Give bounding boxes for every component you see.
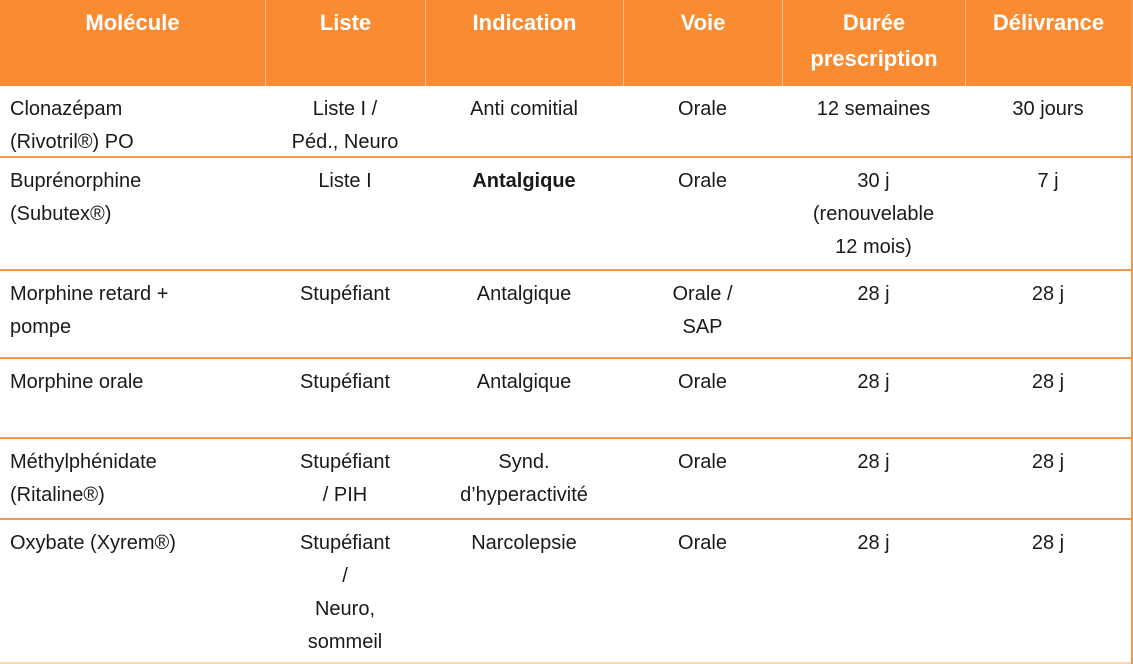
cell-liste: Stupéfiant bbox=[299, 283, 391, 305]
cell-indication: Antalgique bbox=[476, 371, 572, 393]
cell-indication: Anti comitial bbox=[470, 98, 578, 120]
cell-duree-prescription: 28 j bbox=[857, 532, 890, 554]
table-row: Morphine orale Stupéfiant Antalgique Ora… bbox=[0, 359, 1131, 439]
cell-molecule: Morphine retard + pompe bbox=[10, 283, 169, 338]
cell-delivrance: 30 jours bbox=[1012, 98, 1084, 120]
cell-indication: Antalgique bbox=[472, 170, 576, 192]
cell-delivrance: 28 j bbox=[1031, 371, 1065, 393]
cell-voie: Orale bbox=[678, 170, 727, 192]
cell-molecule: Buprénorphine (Subutex®) bbox=[10, 170, 142, 225]
cell-duree-prescription: 28 j bbox=[857, 371, 890, 393]
cell-duree-prescription: 12 semaines bbox=[816, 98, 931, 120]
cell-voie: Orale / SAP bbox=[672, 283, 733, 338]
cell-duree-prescription: 28 j bbox=[857, 451, 890, 473]
cell-duree-prescription: 28 j bbox=[857, 283, 890, 305]
cell-duree-prescription: 30 j (renouvelable 12 mois) bbox=[812, 170, 935, 258]
cell-delivrance: 28 j bbox=[1031, 283, 1065, 305]
column-header-duree-prescription: Durée prescription bbox=[782, 0, 965, 86]
cell-voie: Orale bbox=[678, 98, 727, 120]
cell-voie: Orale bbox=[678, 371, 727, 393]
table-row: Buprénorphine (Subutex®) Liste I Antalgi… bbox=[0, 158, 1131, 271]
cell-liste: Stupéfiant bbox=[299, 371, 391, 393]
cell-liste: Stupéfiant / Neuro, sommeil bbox=[299, 532, 391, 653]
table-row: Morphine retard + pompe Stupéfiant Antal… bbox=[0, 271, 1131, 359]
cell-indication: Synd. d’hyperactivité bbox=[460, 451, 588, 506]
cell-delivrance: 28 j bbox=[1031, 532, 1065, 554]
column-header-indication: Indication bbox=[425, 0, 623, 86]
table-row: Méthylphénidate (Ritaline®) Stupéfiant /… bbox=[0, 439, 1131, 520]
cell-molecule: Clonazépam (Rivotril®) PO bbox=[10, 98, 134, 153]
cell-liste: Liste I bbox=[318, 170, 372, 192]
column-header-molecule: Molécule bbox=[85, 10, 180, 35]
cell-delivrance: 7 j bbox=[1037, 170, 1059, 192]
column-header-delivrance: Délivrance bbox=[965, 0, 1131, 86]
cell-molecule: Oxybate (Xyrem®) bbox=[10, 532, 176, 554]
cell-indication: Antalgique bbox=[476, 283, 572, 305]
cell-molecule: Morphine orale bbox=[10, 371, 144, 393]
cell-indication: Narcolepsie bbox=[471, 532, 577, 554]
cell-liste: Liste I / Péd., Neuro bbox=[291, 98, 399, 153]
column-header-voie: Voie bbox=[623, 0, 782, 86]
table-row: Clonazépam (Rivotril®) PO Liste I / Péd.… bbox=[0, 86, 1131, 158]
cell-delivrance: 28 j bbox=[1031, 451, 1065, 473]
column-header-liste: Liste bbox=[265, 0, 425, 86]
cell-liste: Stupéfiant / PIH bbox=[299, 451, 391, 506]
table-row: Oxybate (Xyrem®) Stupéfiant / Neuro, som… bbox=[0, 520, 1131, 664]
cell-voie: Orale bbox=[678, 451, 727, 473]
cell-voie: Orale bbox=[678, 532, 727, 554]
cell-molecule: Méthylphénidate (Ritaline®) bbox=[10, 451, 157, 506]
table-header-row: Molécule Liste Indication Voie Durée pre… bbox=[0, 0, 1131, 86]
